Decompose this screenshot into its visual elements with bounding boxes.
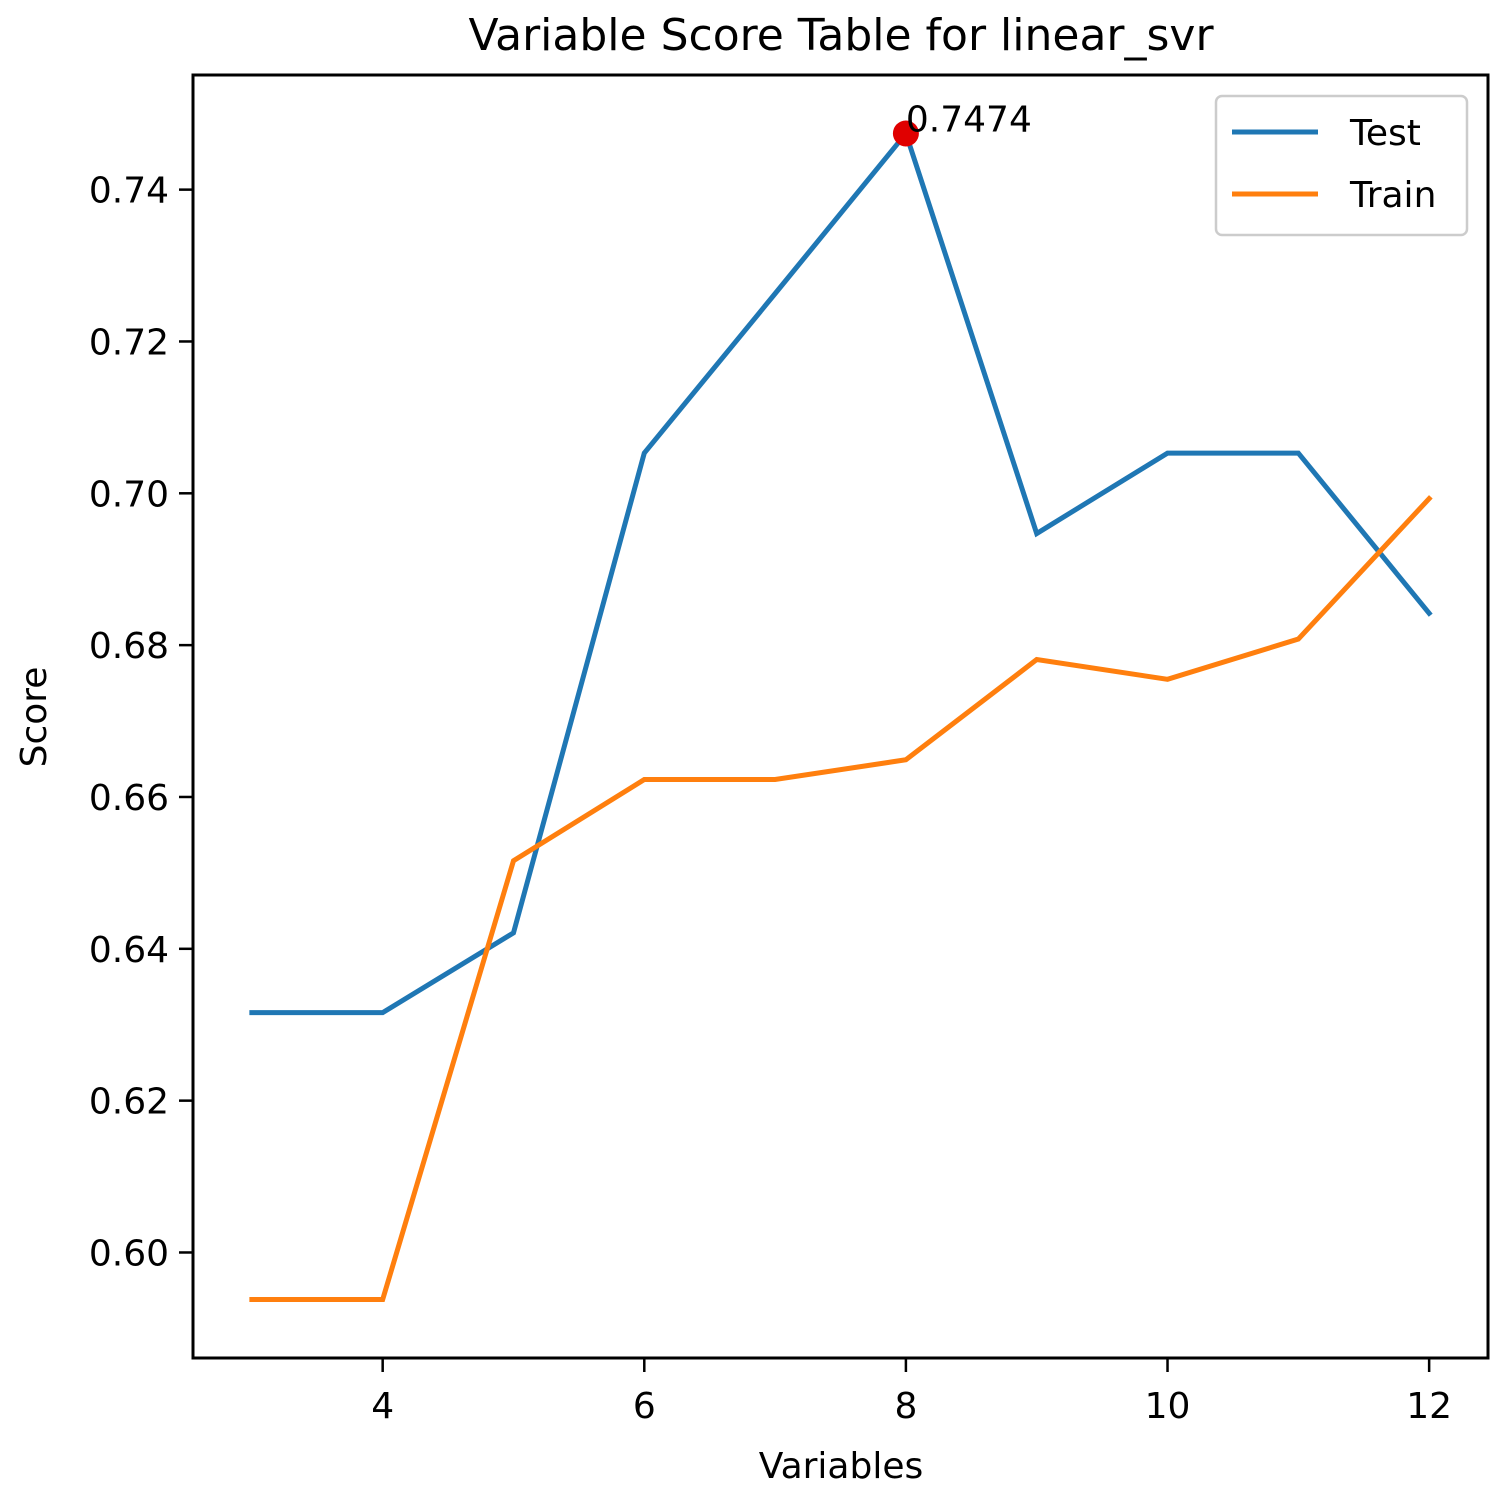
y-axis-label: Score [14,667,55,768]
legend-label-train: Train [1349,175,1436,216]
y-tick-label: 0.66 [89,778,169,819]
chart-title: Variable Score Table for linear_svr [468,10,1214,61]
max-point-label: 0.7474 [906,99,1032,140]
y-tick-label: 0.68 [89,626,169,667]
y-tick-label: 0.60 [89,1233,169,1274]
y-tick-label: 0.72 [89,322,169,363]
x-tick-label: 4 [371,1386,394,1427]
legend-label-test: Test [1349,113,1421,154]
x-tick-label: 8 [894,1386,917,1427]
x-axis-label: Variables [759,1446,924,1487]
y-tick-label: 0.70 [89,474,169,515]
series-line-test [249,128,1433,1016]
x-tick-label: 6 [633,1386,656,1427]
y-tick-label: 0.62 [89,1082,169,1123]
y-tick-label: 0.64 [89,930,169,971]
legend: Test Train [1214,94,1469,237]
max-point-marker [892,120,919,147]
plot-frame [191,73,1490,1360]
x-axis-ticks: 4 6 8 10 12 [371,1358,1452,1427]
y-tick-label: 0.74 [89,171,169,212]
series-layer [249,128,1433,1303]
x-tick-label: 12 [1406,1386,1452,1427]
annotation-layer: 0.7474 [892,99,1032,147]
series-line-train [249,495,1433,1303]
x-tick-label: 10 [1145,1386,1191,1427]
y-axis-ticks: 0.60 0.62 0.64 0.66 0.68 0.70 0.72 0.74 [89,171,193,1274]
